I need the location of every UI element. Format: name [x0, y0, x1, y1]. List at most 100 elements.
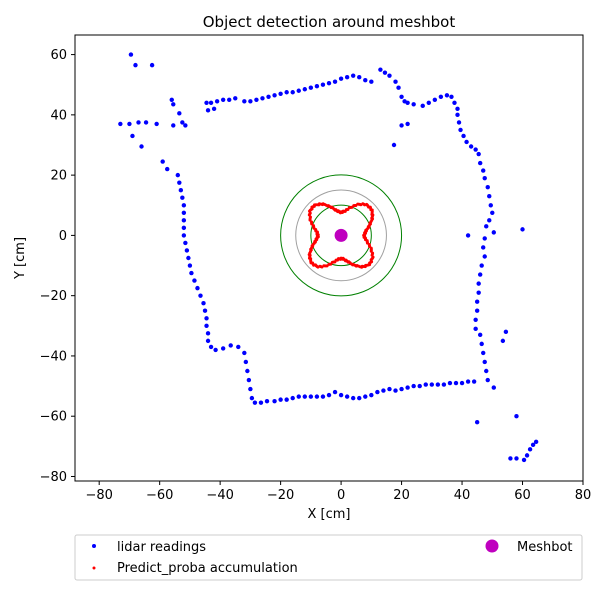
y-tick-label: −80: [40, 470, 67, 485]
lidar-point: [264, 398, 270, 404]
lidar-point: [484, 368, 489, 374]
legend-lidar-marker: [92, 544, 96, 548]
lidar-point: [438, 94, 444, 99]
lidar-point: [455, 106, 460, 112]
lidar-point: [477, 272, 483, 277]
lidar-point: [205, 331, 211, 336]
lidar-point: [477, 160, 483, 166]
middle-range-circle: [295, 189, 387, 282]
lidar-point: [326, 392, 332, 398]
x-ticks: −80 −60 −40 −20 0 20 40 60 80: [85, 481, 591, 503]
lidar-point: [382, 70, 388, 75]
lidar-point: [204, 316, 209, 321]
lidar-point: [290, 90, 295, 95]
lidar-point: [491, 385, 496, 390]
lidar-point: [393, 388, 398, 393]
lidar-point: [393, 79, 398, 84]
lidar-point: [314, 84, 320, 89]
lidar-point: [476, 290, 481, 295]
lidar-point: [326, 81, 332, 86]
lidar-point: [245, 368, 250, 374]
lidar-point: [500, 338, 506, 344]
y-tick-label: 60: [50, 48, 67, 63]
lidar-point: [363, 394, 368, 399]
lidar-point: [363, 78, 368, 83]
lidar-point: [181, 233, 187, 238]
lidar-point: [248, 386, 253, 392]
lidar-points: [118, 52, 539, 463]
lidar-point: [186, 255, 191, 261]
lidar-point: [136, 120, 141, 125]
lidar-point: [284, 90, 289, 95]
lidar-point: [181, 218, 187, 223]
predict-point: [363, 234, 367, 238]
y-tick-label: −40: [40, 349, 67, 364]
lidar-point: [130, 133, 135, 139]
x-tick-label: −20: [267, 488, 294, 503]
lidar-point: [290, 395, 295, 401]
lidar-point: [520, 227, 525, 232]
lidar-point: [195, 285, 200, 291]
lidar-point: [227, 97, 232, 102]
lidar-point: [344, 394, 350, 399]
lidar-point: [177, 111, 182, 116]
x-tick-label: −60: [146, 488, 173, 503]
lidar-point: [308, 85, 314, 90]
lidar-point: [481, 350, 486, 356]
lidar-point: [183, 123, 188, 128]
x-tick-label: 80: [575, 488, 592, 503]
lidar-point: [314, 394, 320, 399]
lidar-point: [187, 263, 193, 268]
y-tick-label: 40: [50, 108, 67, 123]
lidar-point: [474, 308, 480, 313]
lidar-point: [338, 392, 344, 398]
outer-range-circle: [280, 174, 403, 297]
lidar-point: [441, 382, 447, 387]
lidar-point: [320, 394, 326, 399]
lidar-point: [260, 96, 265, 101]
lidar-point: [184, 248, 190, 253]
lidar-point: [399, 94, 404, 99]
lidar-point: [181, 210, 187, 215]
lidar-point: [192, 278, 197, 283]
lidar-point: [332, 79, 338, 84]
lidar-point: [490, 210, 495, 215]
lidar-point: [449, 94, 454, 99]
y-axis-label: Y [cm]: [13, 237, 28, 280]
inner-range-circle: [310, 204, 372, 267]
plot-background: [75, 35, 583, 481]
lidar-point: [458, 127, 463, 133]
lidar-point: [202, 308, 208, 313]
lidar-point: [332, 389, 338, 395]
lidar-point: [465, 379, 471, 384]
lidar-point: [127, 121, 132, 127]
lidar-point: [243, 359, 249, 365]
lidar-point: [278, 91, 283, 96]
lidar-point: [420, 103, 425, 109]
lidar-point: [149, 62, 155, 68]
lidar-point: [133, 62, 138, 68]
lidar-point: [481, 168, 486, 173]
lidar-point: [527, 447, 533, 452]
lidar-point: [503, 329, 509, 335]
lidar-point: [521, 457, 527, 463]
lidar-point: [154, 121, 159, 127]
lidar-point: [204, 100, 209, 106]
lidar-point: [482, 175, 487, 181]
lidar-point: [473, 317, 478, 322]
lidar-point: [391, 142, 397, 148]
lidar-point: [248, 99, 253, 104]
lidar-point: [160, 159, 165, 164]
y-tick-label: 20: [50, 169, 67, 184]
lidar-point: [477, 332, 483, 338]
y-ticks: −80 −60 −40 −20 0 20 40 60: [40, 48, 75, 485]
lidar-point: [272, 93, 277, 98]
lidar-point: [473, 147, 478, 152]
lidar-point: [375, 389, 380, 395]
lidar-point: [205, 338, 211, 344]
lidar-point: [338, 76, 344, 81]
lidar-point: [284, 397, 289, 402]
lidar-point: [246, 377, 252, 383]
lidar-point: [177, 180, 182, 185]
